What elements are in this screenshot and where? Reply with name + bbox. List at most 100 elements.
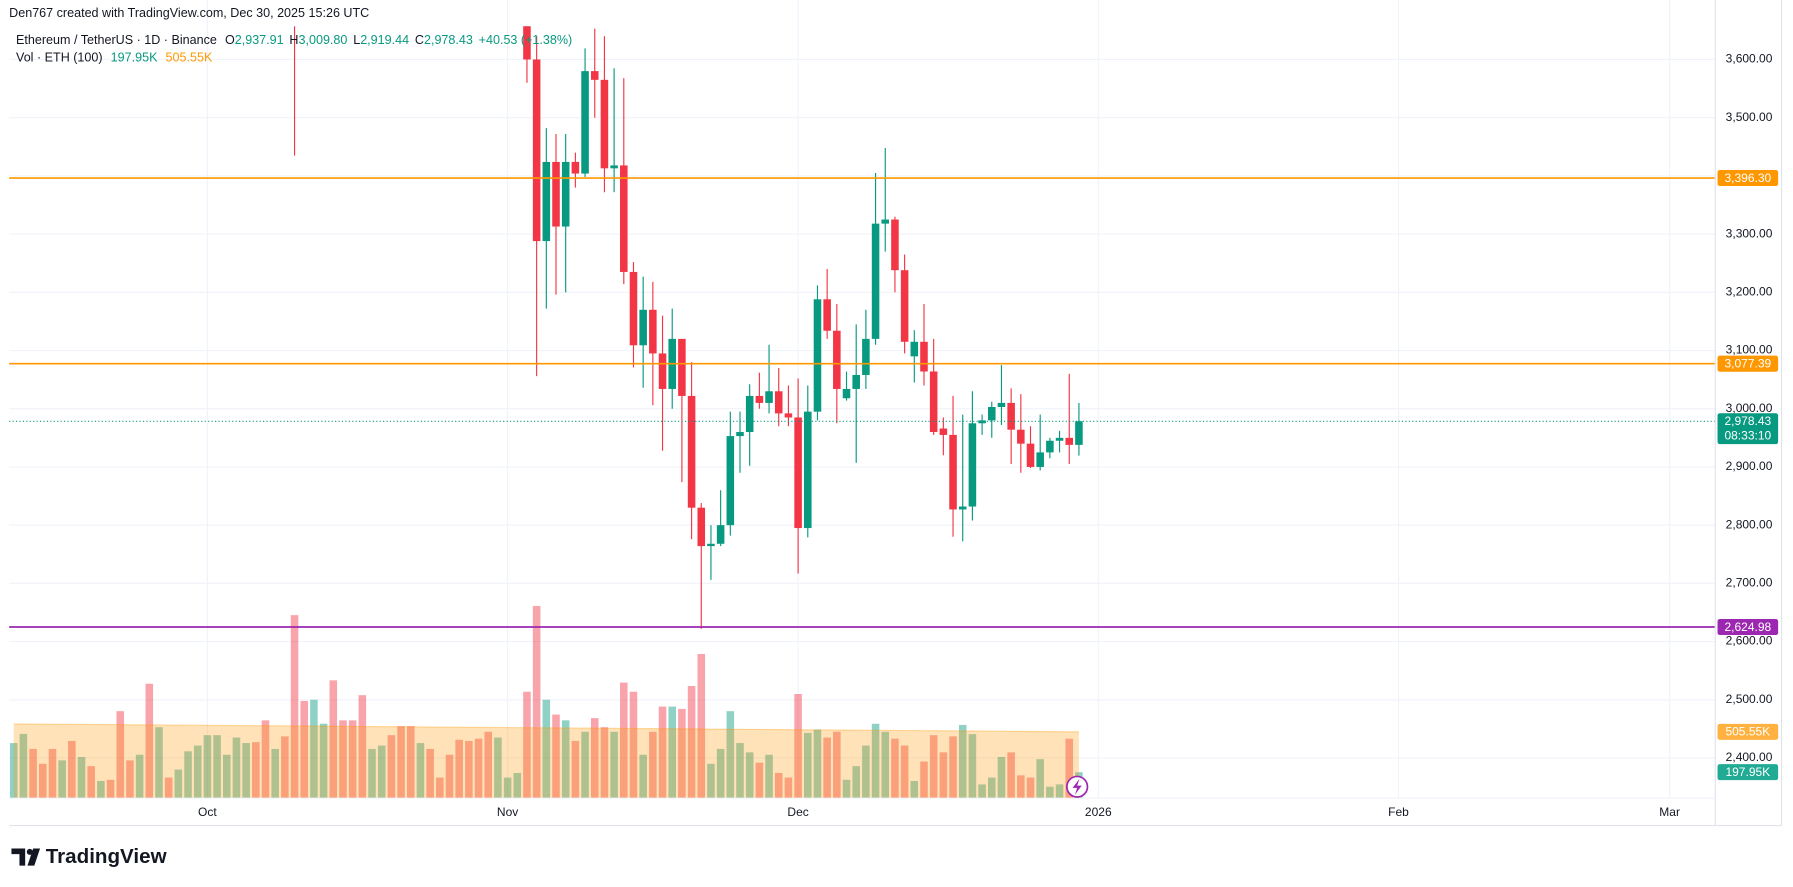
candle-body [881, 219, 890, 224]
volume-bar [445, 754, 454, 799]
volume-bar [77, 756, 86, 799]
overlay: 2,400.00 2,500.00 2,600.00 2,700.00 2,800.00… [9, 52, 1779, 819]
candle-body [678, 338, 686, 396]
icon-bolt[interactable] [1072, 778, 1082, 795]
candle-body [736, 432, 744, 437]
volume-bar [784, 777, 793, 799]
volume-bar [503, 777, 512, 799]
volume-bar [155, 727, 163, 799]
y-tick-label: 3,200.00 [1726, 284, 1773, 298]
volume-bar [426, 748, 434, 799]
volume-bar [319, 723, 328, 799]
ohlc-key: L [353, 33, 360, 47]
x-tick-label: Mar [1659, 805, 1680, 819]
volume-bar [232, 737, 241, 799]
volume-bar [978, 784, 986, 799]
volume-bar [261, 720, 270, 799]
volume-bar [387, 735, 396, 799]
volume-bar [852, 766, 860, 799]
change: +40.53 (+1.38%) [479, 33, 573, 47]
y-tick-label: 2,400.00 [1726, 750, 1773, 764]
volume-ma-label: 505.55K [1725, 725, 1770, 739]
volume-bar [19, 733, 28, 799]
volume-bar [213, 735, 221, 799]
volume-pane [9, 605, 1083, 799]
volume-bar [716, 748, 725, 799]
candle-body [939, 428, 948, 435]
brand-logo[interactable]: TradingView [11, 845, 168, 868]
y-tick-label: 3,000.00 [1726, 401, 1773, 415]
candle-body [891, 219, 899, 271]
y-tick-label: 3,600.00 [1726, 52, 1773, 66]
volume-bar [68, 740, 76, 799]
volume-bar [823, 737, 831, 799]
volume-bar [997, 756, 1006, 799]
symbol-legend: Ethereum / TetherUS · 1D · Binance O2,93… [16, 33, 572, 47]
volume-ma-last: 505.55K [166, 51, 213, 65]
volume-bar [39, 763, 47, 799]
volume-bar [949, 736, 957, 799]
volume-bar [862, 745, 870, 799]
candle-body [629, 271, 638, 346]
candle-body [784, 413, 793, 418]
candle-body [804, 411, 812, 529]
volume-bar [658, 706, 667, 799]
candle-body [697, 507, 706, 547]
y-tick-label: 2,700.00 [1726, 576, 1773, 590]
candle-body [658, 353, 667, 389]
candle-body [997, 402, 1006, 407]
volume-bar [736, 743, 744, 799]
volume-bar [523, 691, 531, 799]
candle-body [987, 406, 996, 421]
volume-bar [58, 760, 66, 799]
candle-body [929, 371, 938, 433]
y-tick-label: 3,100.00 [1726, 343, 1773, 357]
replay-icon[interactable] [1066, 775, 1089, 798]
ohlc-value: 2,937.91 [235, 33, 284, 47]
candle-body [958, 506, 967, 510]
volume-bar [765, 754, 773, 799]
logo-mark[interactable] [27, 848, 41, 866]
candle-body [794, 417, 802, 529]
ohlc-key: O [225, 33, 235, 47]
brand[interactable]: TradingView [46, 845, 168, 868]
candle-body [1036, 452, 1044, 467]
countdown: 08:33:10 [1724, 428, 1771, 442]
volume-bar [368, 748, 376, 799]
y-tick-label: 2,600.00 [1726, 634, 1773, 648]
candle-body [871, 223, 880, 339]
volume-bar [339, 720, 347, 799]
ohlc-key: H [289, 33, 298, 47]
candle-body [716, 525, 725, 544]
volume-bar [436, 777, 444, 799]
volume-bar [145, 683, 154, 799]
volume-bar [126, 760, 134, 799]
volume-bar [135, 754, 144, 799]
y-tick-label: 2,500.00 [1726, 692, 1773, 706]
volume-bar [9, 743, 18, 799]
volume-bar [813, 729, 822, 799]
volume-bar [164, 777, 173, 799]
logo-mark[interactable] [11, 848, 26, 866]
level-tag [1717, 619, 1779, 636]
volume-bar [987, 777, 996, 799]
x-tick-label: Dec [787, 805, 808, 819]
last-price-label: 2,978.43 [1724, 414, 1771, 428]
volume-bar [842, 779, 851, 799]
candle-body [649, 309, 657, 354]
volume-last-label: 197.95K [1725, 765, 1770, 779]
volume-bar [958, 724, 967, 799]
logo-mark[interactable] [26, 848, 33, 855]
volume-bar [290, 615, 299, 799]
candle-body [687, 395, 696, 508]
volume-last-tag [1717, 764, 1779, 781]
candle-body [813, 299, 822, 412]
volume-ma-line [13, 723, 1079, 733]
volume-bar [252, 742, 260, 799]
volume-bar [668, 706, 676, 799]
volume-bar [929, 735, 938, 799]
candle-body [600, 79, 609, 169]
volume-bar [891, 738, 899, 799]
candle-body [639, 309, 647, 346]
volume-bar [310, 699, 318, 799]
